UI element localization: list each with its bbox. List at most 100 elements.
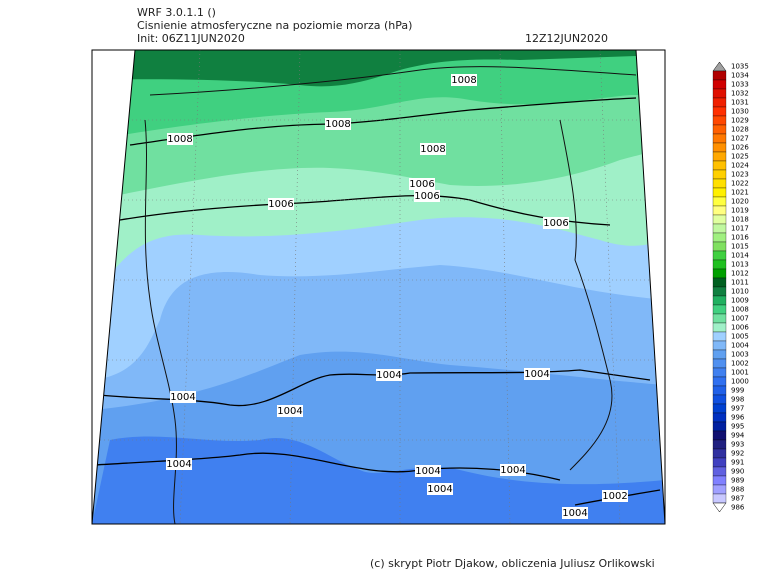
colorbar-label: 1021	[731, 189, 749, 197]
colorbar-swatch	[712, 439, 727, 450]
colorbar-label: 990	[731, 468, 744, 476]
contour-label: 1004	[500, 465, 525, 476]
colorbar-swatch	[712, 358, 727, 369]
contour-label-box	[325, 118, 351, 130]
contour-label: 1004	[376, 370, 401, 381]
contour-label-box	[409, 178, 435, 190]
contour-label: 1006	[543, 218, 568, 229]
field-1002	[92, 436, 665, 524]
colorbar-swatch	[712, 475, 727, 486]
colorbar-label: 1002	[731, 360, 749, 368]
colorbar-label: 1035	[731, 63, 749, 71]
colorbar: 1035103410331032103110301029102810271026…	[712, 61, 749, 513]
contour-label-box	[451, 74, 477, 86]
colorbar-label: 999	[731, 387, 744, 395]
colorbar-label: 1019	[731, 207, 749, 215]
contour-label-box	[420, 143, 446, 155]
contour-label: 1004	[170, 392, 195, 403]
colorbar-label: 1016	[731, 234, 749, 242]
contour-label: 1004	[277, 406, 302, 417]
colorbar-swatch	[712, 448, 727, 459]
colorbar-label: 1014	[731, 252, 749, 260]
contour-label-box	[524, 368, 550, 380]
credits: (c) skrypt Piotr Djakow, obliczenia Juli…	[370, 557, 655, 570]
colorbar-swatch	[712, 241, 727, 252]
colorbar-label: 993	[731, 441, 744, 449]
colorbar-swatch	[712, 142, 727, 153]
colorbar-label: 1024	[731, 162, 749, 170]
contour-label-box	[414, 190, 440, 202]
contour-label: 1006	[414, 191, 439, 202]
colorbar-label: 1028	[731, 126, 749, 134]
contour-label-box	[268, 198, 294, 210]
contour-label: 1006	[268, 199, 293, 210]
colorbar-swatch	[712, 304, 727, 315]
colorbar-swatch	[712, 178, 727, 189]
colorbar-swatch	[712, 412, 727, 423]
colorbar-label: 1005	[731, 333, 749, 341]
colorbar-label: 1018	[731, 216, 749, 224]
contour-label: 1008	[451, 75, 476, 86]
colorbar-swatch	[712, 133, 727, 144]
domain-outline	[91, 49, 666, 525]
colorbar-swatch	[712, 70, 727, 81]
colorbar-swatch	[712, 367, 727, 378]
colorbar-swatch	[712, 205, 727, 216]
colorbar-swatch	[712, 160, 727, 171]
colorbar-label: 988	[731, 486, 744, 494]
colorbar-label: 998	[731, 396, 744, 404]
colorbar-label: 1032	[731, 90, 749, 98]
contour-label: 1008	[325, 119, 350, 130]
contour-label: 1008	[420, 144, 445, 155]
contour-label: 1008	[167, 134, 192, 145]
contour-label-box	[427, 483, 453, 495]
colorbar-swatch	[712, 331, 727, 342]
colorbar-label: 1006	[731, 324, 749, 332]
contour-label: 1002	[602, 491, 627, 502]
contour-label-box	[167, 133, 193, 145]
colorbar-label: 1012	[731, 270, 749, 278]
colorbar-label: 1010	[731, 288, 749, 296]
contour-label: 1004	[427, 484, 452, 495]
contour-label-box	[376, 369, 402, 381]
colorbar-swatch	[712, 232, 727, 243]
colorbar-swatch	[712, 97, 727, 108]
colorbar-swatch	[712, 376, 727, 387]
colorbar-swatch	[712, 277, 727, 288]
map-title: Cisnienie atmosferyczne na poziomie morz…	[137, 19, 412, 32]
contour-label-box	[415, 465, 441, 477]
colorbar-swatch	[712, 313, 727, 324]
colorbar-label: 1030	[731, 108, 749, 116]
contour-label: 1004	[166, 459, 191, 470]
contour-label-box	[562, 507, 588, 519]
field-1010	[92, 50, 665, 87]
colorbar-swatch	[712, 106, 727, 117]
colorbar-swatch	[712, 385, 727, 396]
colorbar-swatch	[712, 466, 727, 477]
colorbar-label: 1013	[731, 261, 749, 269]
colorbar-label: 1003	[731, 351, 749, 359]
colorbar-label: 1022	[731, 180, 749, 188]
colorbar-label: 987	[731, 495, 744, 503]
colorbar-swatch	[712, 484, 727, 495]
colorbar-label: 1025	[731, 153, 749, 161]
colorbar-swatch	[712, 169, 727, 180]
colorbar-swatch	[712, 430, 727, 441]
contour-label-box	[500, 464, 526, 476]
colorbar-label: 1029	[731, 117, 749, 125]
colorbar-swatch	[712, 394, 727, 405]
colorbar-label: 1001	[731, 369, 749, 377]
contour-label-box	[602, 490, 628, 502]
colorbar-label: 1011	[731, 279, 749, 287]
pressure-field	[92, 50, 665, 524]
colorbar-swatch	[712, 349, 727, 360]
colorbar-swatch	[712, 268, 727, 279]
colorbar-label: 1007	[731, 315, 749, 323]
colorbar-swatch	[712, 79, 727, 90]
contour-label-box	[543, 217, 569, 229]
colorbar-swatch	[712, 115, 727, 126]
colorbar-label: 1000	[731, 378, 749, 386]
colorbar-swatch	[712, 286, 727, 297]
borders	[144, 66, 637, 524]
